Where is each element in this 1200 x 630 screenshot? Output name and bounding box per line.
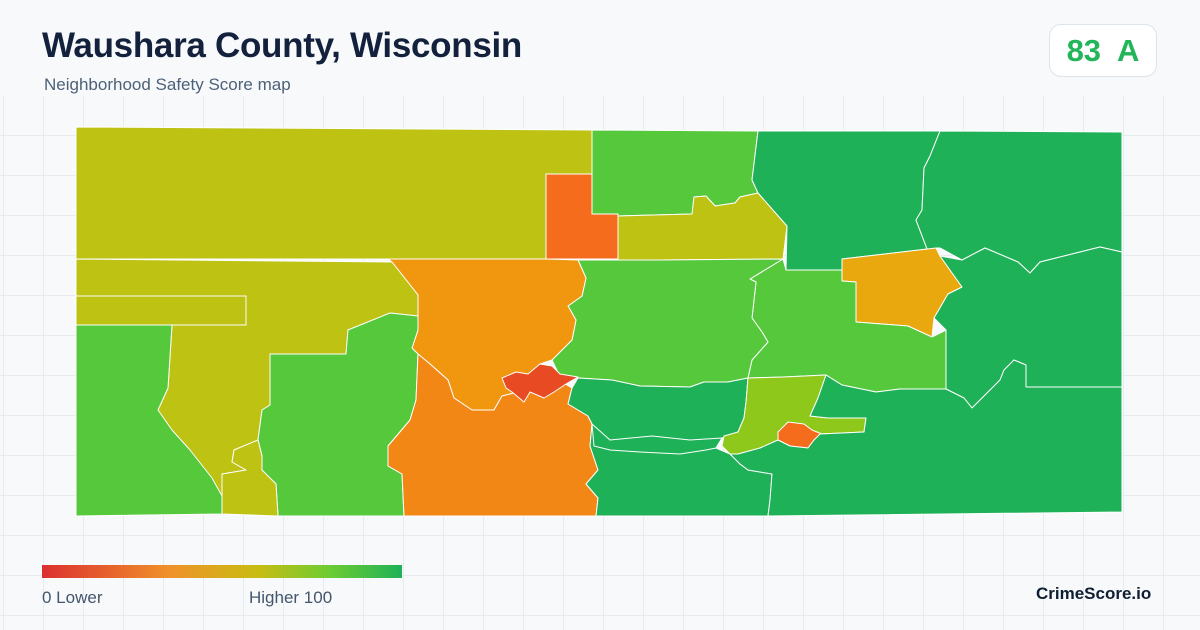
legend-color-bar	[42, 565, 402, 578]
region-west-strip[interactable]	[75, 295, 247, 326]
region-northwest[interactable]	[75, 126, 593, 260]
score-grade: A	[1117, 32, 1140, 68]
region-southeast[interactable]	[729, 359, 1123, 517]
region-south-center-inner[interactable]	[591, 423, 723, 455]
region-east[interactable]	[933, 246, 1123, 409]
region-west[interactable]	[75, 324, 223, 517]
header	[0, 0, 1200, 96]
region-central-red[interactable]	[501, 363, 579, 403]
page-subtitle: Neighborhood Safety Score map	[44, 75, 291, 94]
region-southwest-wedge[interactable]	[221, 439, 279, 517]
score-value: 83	[1066, 32, 1102, 68]
legend-high-label: Higher 100	[249, 588, 333, 607]
legend-low-label: 0 Lower	[42, 588, 103, 607]
region-west-central[interactable]	[257, 312, 419, 517]
region-center[interactable]	[551, 258, 784, 388]
page-title: Waushara County, Wisconsin	[42, 26, 522, 65]
brand-logo-text[interactable]: CrimeScore.io	[1036, 584, 1152, 603]
safety-score-badge: 83 A	[1049, 24, 1157, 77]
